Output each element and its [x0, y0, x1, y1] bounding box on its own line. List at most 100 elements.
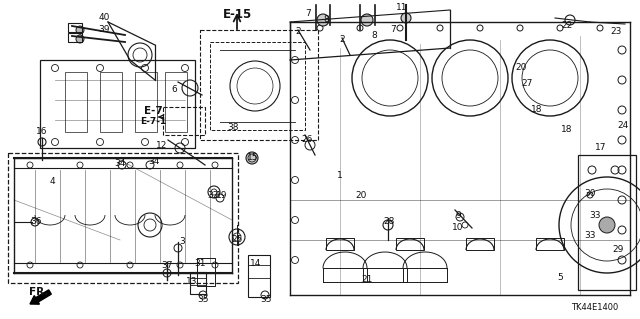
Bar — [163, 107, 205, 135]
Text: 23: 23 — [611, 26, 621, 35]
Circle shape — [246, 152, 258, 164]
Text: 38: 38 — [227, 123, 239, 132]
Text: 32: 32 — [207, 191, 219, 201]
Text: 29: 29 — [612, 244, 624, 254]
Circle shape — [51, 138, 58, 145]
Bar — [248, 255, 270, 297]
Text: 27: 27 — [522, 79, 532, 88]
Text: 3: 3 — [179, 236, 185, 246]
Circle shape — [597, 25, 603, 31]
Circle shape — [163, 269, 171, 277]
Bar — [536, 238, 564, 250]
Circle shape — [97, 138, 104, 145]
Text: 40: 40 — [99, 13, 109, 23]
Text: E-7: E-7 — [143, 106, 163, 116]
Text: 28: 28 — [383, 217, 395, 226]
Text: 8: 8 — [371, 32, 377, 41]
Circle shape — [51, 64, 58, 71]
Circle shape — [361, 14, 373, 26]
Text: 24: 24 — [618, 121, 628, 130]
Bar — [65, 72, 87, 132]
Circle shape — [517, 25, 523, 31]
Text: 2: 2 — [339, 35, 345, 44]
Bar — [466, 238, 494, 250]
Text: 7: 7 — [305, 10, 311, 19]
Text: 13: 13 — [186, 278, 198, 286]
Circle shape — [397, 25, 403, 31]
Text: 5: 5 — [557, 273, 563, 283]
Circle shape — [618, 166, 626, 174]
Circle shape — [27, 162, 33, 168]
Circle shape — [77, 262, 83, 268]
Circle shape — [317, 25, 323, 31]
Text: 10: 10 — [452, 222, 464, 232]
Text: 6: 6 — [171, 85, 177, 94]
Text: 9: 9 — [455, 211, 461, 219]
Text: 18: 18 — [531, 105, 543, 114]
Circle shape — [76, 26, 84, 34]
Text: 25: 25 — [231, 235, 243, 244]
Circle shape — [127, 162, 133, 168]
Bar — [326, 238, 354, 250]
Text: 16: 16 — [36, 127, 48, 136]
Text: 37: 37 — [161, 262, 173, 271]
Text: 7: 7 — [390, 26, 396, 34]
Text: 36: 36 — [30, 218, 42, 226]
Text: 18: 18 — [561, 125, 573, 135]
Text: 35: 35 — [260, 294, 272, 303]
Circle shape — [618, 196, 626, 204]
Text: 33: 33 — [584, 232, 596, 241]
Text: 17: 17 — [595, 144, 607, 152]
Circle shape — [618, 106, 626, 114]
Bar — [200, 30, 318, 140]
Text: 34: 34 — [115, 159, 125, 167]
Text: 12: 12 — [156, 140, 168, 150]
Text: 20: 20 — [355, 191, 367, 201]
Circle shape — [618, 76, 626, 84]
Circle shape — [477, 25, 483, 31]
Text: 11: 11 — [396, 4, 408, 12]
Bar — [210, 42, 305, 130]
Bar — [40, 60, 195, 148]
Circle shape — [141, 64, 148, 71]
Circle shape — [177, 162, 183, 168]
Circle shape — [182, 138, 189, 145]
Text: 35: 35 — [197, 294, 209, 303]
Circle shape — [212, 162, 218, 168]
Bar — [100, 72, 122, 132]
Circle shape — [76, 35, 84, 43]
Text: 1: 1 — [337, 170, 343, 180]
Bar — [190, 272, 206, 294]
Circle shape — [27, 262, 33, 268]
Circle shape — [618, 46, 626, 54]
Circle shape — [182, 64, 189, 71]
Text: 15: 15 — [247, 152, 259, 161]
Text: 34: 34 — [148, 158, 160, 167]
Circle shape — [212, 262, 218, 268]
Bar — [8, 153, 238, 283]
Circle shape — [599, 217, 615, 233]
Text: 33: 33 — [589, 211, 601, 219]
Text: FR.: FR. — [29, 287, 49, 297]
Text: E-15: E-15 — [222, 8, 252, 20]
Text: 30: 30 — [584, 189, 596, 197]
Bar — [165, 72, 187, 132]
Circle shape — [437, 25, 443, 31]
Circle shape — [77, 162, 83, 168]
Text: 21: 21 — [362, 275, 372, 284]
Text: 26: 26 — [301, 136, 313, 145]
Circle shape — [618, 136, 626, 144]
Circle shape — [97, 64, 104, 71]
Text: 19: 19 — [216, 190, 228, 199]
Circle shape — [291, 256, 298, 263]
Text: 20: 20 — [515, 63, 527, 72]
Bar — [68, 33, 82, 42]
Text: 39: 39 — [99, 26, 109, 34]
Circle shape — [618, 256, 626, 264]
FancyArrow shape — [30, 290, 51, 304]
Circle shape — [557, 25, 563, 31]
Bar — [135, 72, 157, 132]
Text: 14: 14 — [250, 259, 262, 269]
Circle shape — [357, 25, 363, 31]
Circle shape — [291, 217, 298, 224]
